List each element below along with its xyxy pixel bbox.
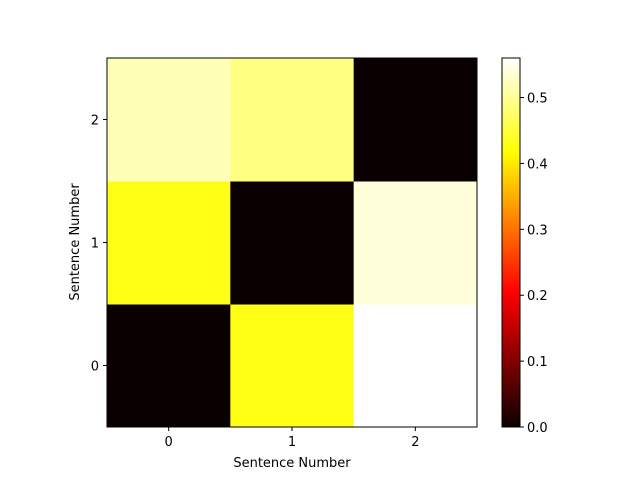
heatmap-cell-r1-c2 (353, 181, 478, 305)
colorbar (502, 58, 520, 427)
y-tick-label: 0 (91, 360, 99, 375)
heatmap-cell-r0-c0 (107, 304, 231, 428)
colorbar-tick-label: 0.1 (527, 355, 548, 370)
heatmap-cell-r1-c1 (230, 181, 355, 305)
x-axis-label: Sentence Number (233, 456, 351, 471)
colorbar-tick-label: 0.0 (527, 421, 548, 436)
x-axis-ticks: 0 1 2 (165, 427, 419, 450)
heatmap-cell-r1-c0 (107, 181, 231, 305)
x-tick-label: 0 (165, 435, 173, 450)
heatmap-cell-r0-c1 (230, 304, 355, 428)
colorbar-tick-label: 0.5 (527, 92, 548, 107)
y-axis-label: Sentence Number (68, 183, 83, 301)
y-axis-ticks: 0 1 2 (91, 114, 107, 375)
y-tick-label: 1 (91, 237, 99, 252)
colorbar-tick-label: 0.4 (527, 157, 548, 172)
colorbar-frame (501, 57, 521, 428)
heatmap-cells (107, 58, 478, 428)
heatmap-cell-r2-c1 (230, 58, 355, 182)
heatmap-cell-r2-c0 (107, 58, 231, 182)
heatmap-cell-r2-c2 (353, 58, 478, 182)
x-tick-label: 1 (288, 435, 296, 450)
heatmap-cell-r0-c2 (353, 304, 478, 428)
colorbar-ticks: 0.0 0.1 0.2 0.3 0.4 0.5 (520, 92, 548, 436)
colorbar-tick-label: 0.2 (527, 289, 548, 304)
colorbar-tick-label: 0.3 (527, 223, 548, 238)
y-tick-label: 2 (91, 114, 99, 129)
x-tick-label: 2 (411, 435, 419, 450)
